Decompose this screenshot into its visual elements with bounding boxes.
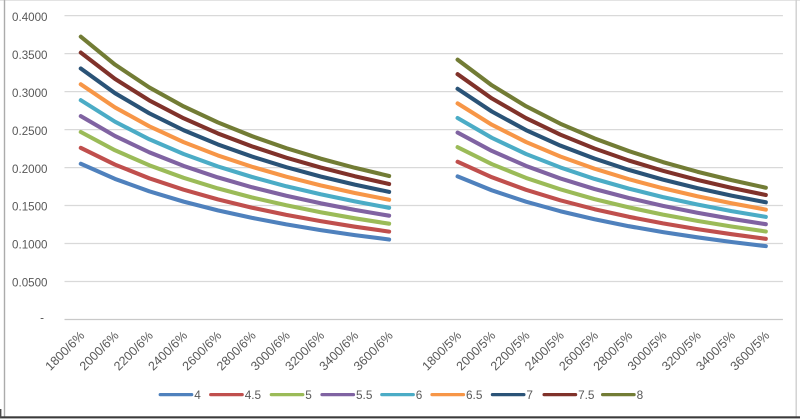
svg-text:5: 5: [305, 388, 312, 402]
svg-text:0.2500: 0.2500: [12, 125, 47, 138]
svg-text:5.5: 5.5: [356, 388, 373, 402]
svg-text:4.5: 4.5: [245, 388, 262, 402]
svg-text:6.5: 6.5: [466, 388, 483, 402]
svg-text:7: 7: [526, 388, 533, 402]
svg-text:6: 6: [416, 388, 423, 402]
svg-text:0.3000: 0.3000: [12, 87, 47, 100]
svg-text:4: 4: [194, 388, 201, 402]
svg-text:0.3500: 0.3500: [12, 49, 47, 62]
svg-text:-: -: [40, 312, 44, 325]
svg-text:7.5: 7.5: [578, 388, 595, 402]
svg-text:0.1000: 0.1000: [12, 239, 47, 252]
svg-text:0.2000: 0.2000: [12, 163, 47, 176]
svg-text:8: 8: [637, 388, 644, 402]
svg-text:0.0500: 0.0500: [12, 277, 47, 290]
svg-text:0.4000: 0.4000: [12, 11, 47, 24]
svg-text:0.1500: 0.1500: [12, 201, 47, 214]
